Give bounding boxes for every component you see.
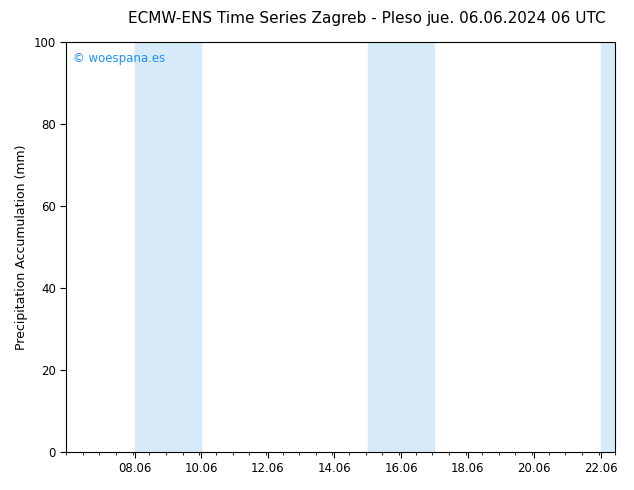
Text: ECMW-ENS Time Series Zagreb - Pleso: ECMW-ENS Time Series Zagreb - Pleso: [128, 11, 422, 26]
Bar: [600, 42, 615, 452]
Y-axis label: Precipitation Accumulation (mm): Precipitation Accumulation (mm): [15, 144, 28, 349]
Text: © woespana.es: © woespana.es: [73, 52, 165, 65]
Text: jue. 06.06.2024 06 UTC: jue. 06.06.2024 06 UTC: [427, 11, 606, 26]
Bar: [135, 42, 202, 452]
Bar: [368, 42, 434, 452]
